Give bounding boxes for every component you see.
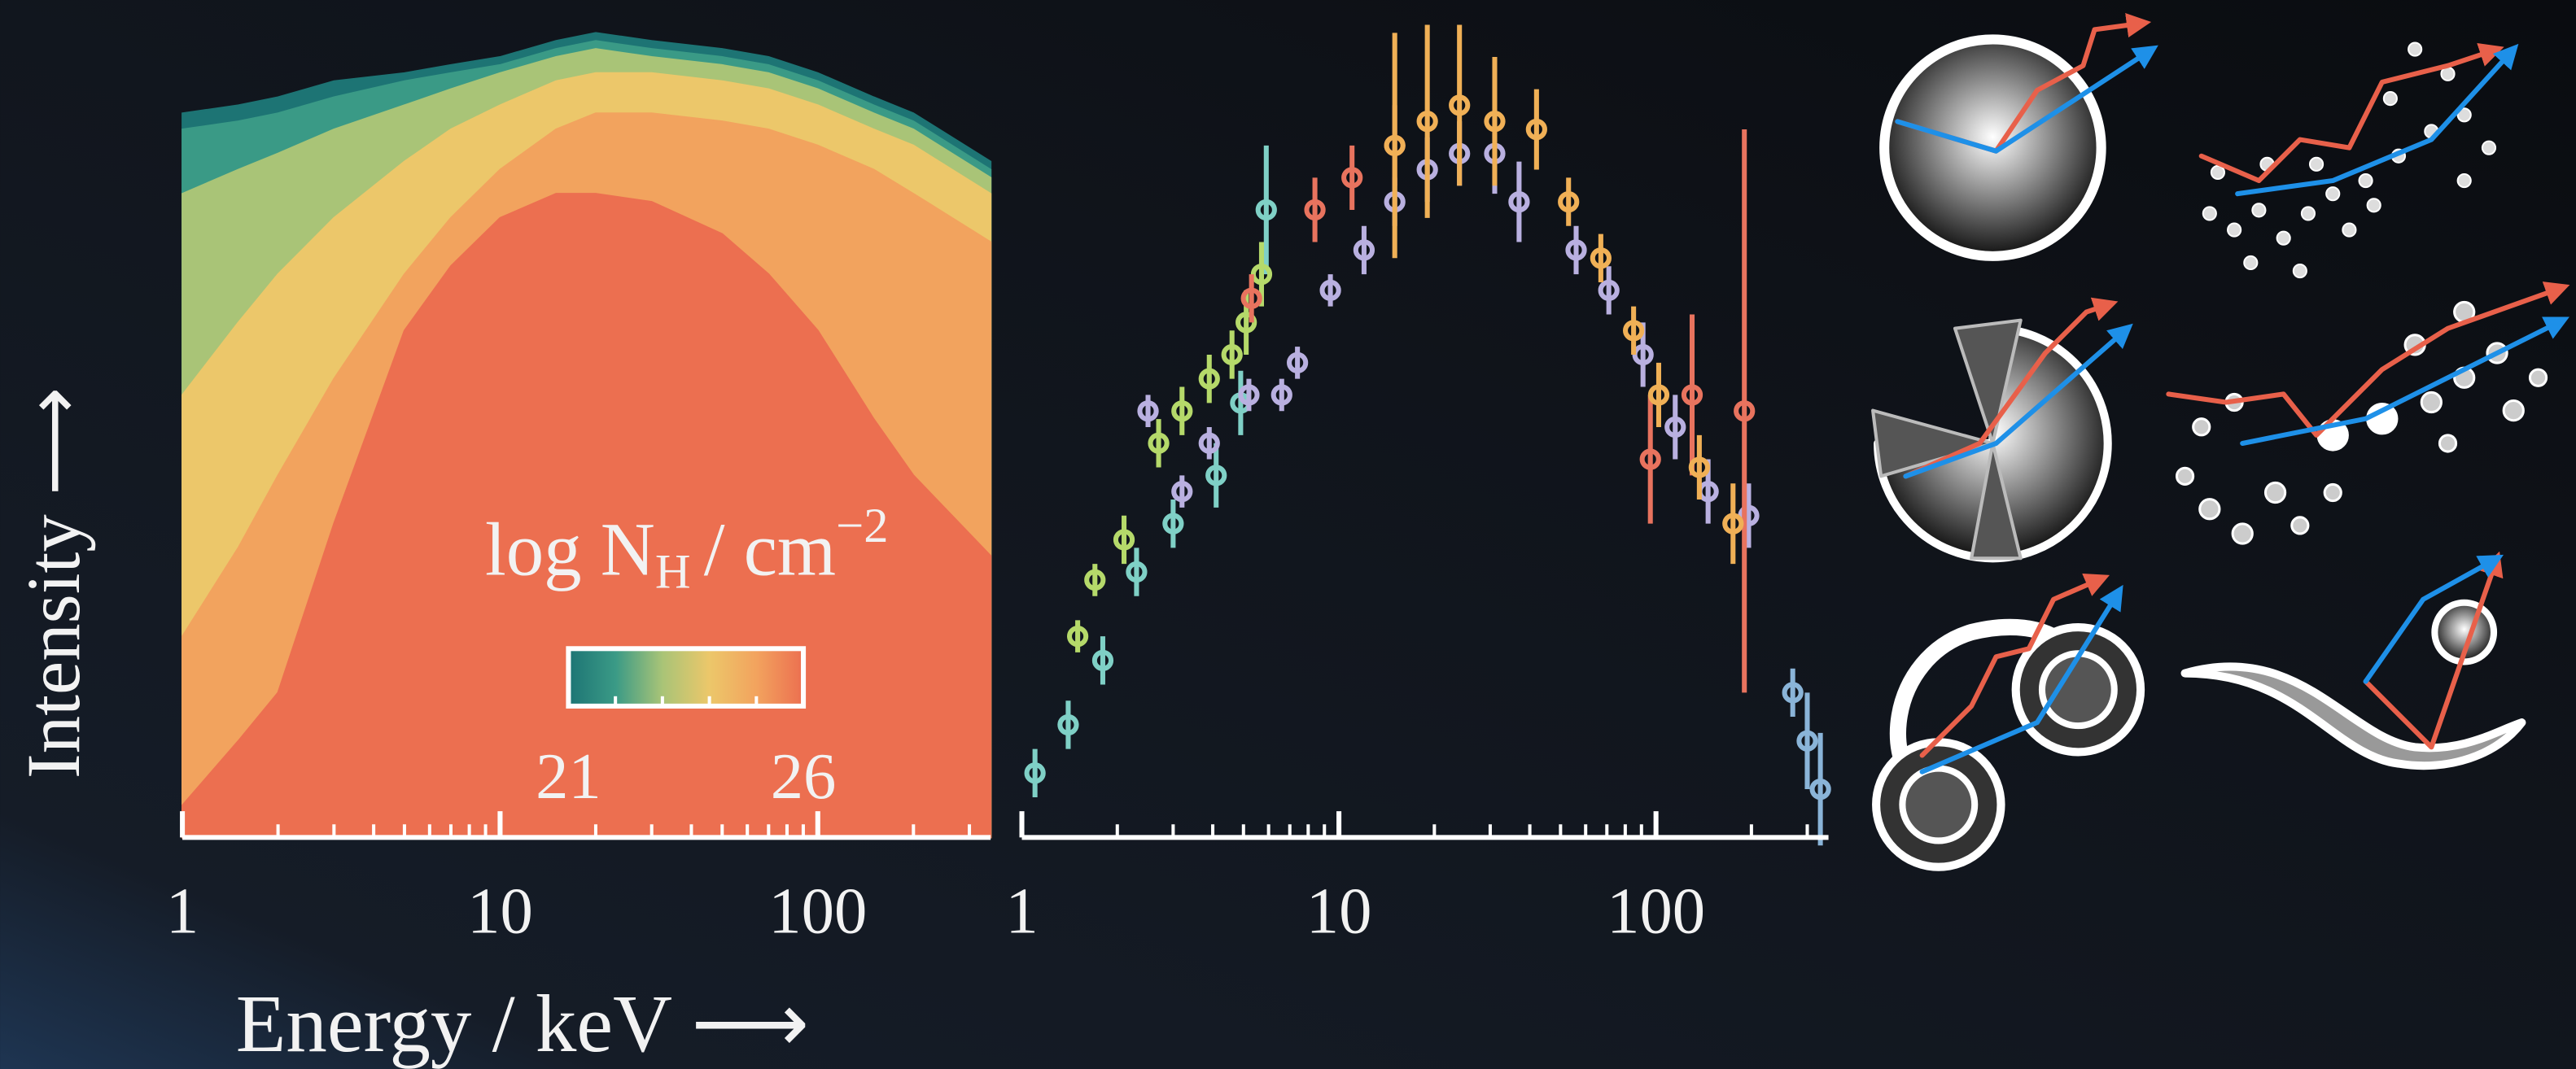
x-axis-label: Energy / keV ⟶: [236, 978, 809, 1069]
x-tick-label: 10: [1306, 875, 1372, 947]
x-tick-label: 1: [166, 875, 199, 947]
x-tick-label: 100: [768, 875, 867, 947]
colorbar: [568, 648, 803, 706]
colorbar-label-part: −2: [836, 499, 888, 553]
x-tick-label: 10: [467, 875, 533, 947]
y-axis-label: Intensity ⟶: [12, 387, 96, 779]
colorbar-label-part: log N: [485, 508, 655, 591]
colorbar-tick-label: 21: [536, 740, 601, 813]
figure: 21 26 log NH/ cm−2 1 10 100 1 10 100 Intensity ⟶…: [0, 0, 2576, 1069]
colorbar-label-part: / cm: [704, 508, 836, 591]
x-tick-label: 1: [1005, 875, 1038, 947]
colorbar-label-part: H: [655, 545, 691, 600]
x-tick-label: 100: [1607, 875, 1705, 947]
colorbar-tick-label: 26: [771, 740, 837, 813]
